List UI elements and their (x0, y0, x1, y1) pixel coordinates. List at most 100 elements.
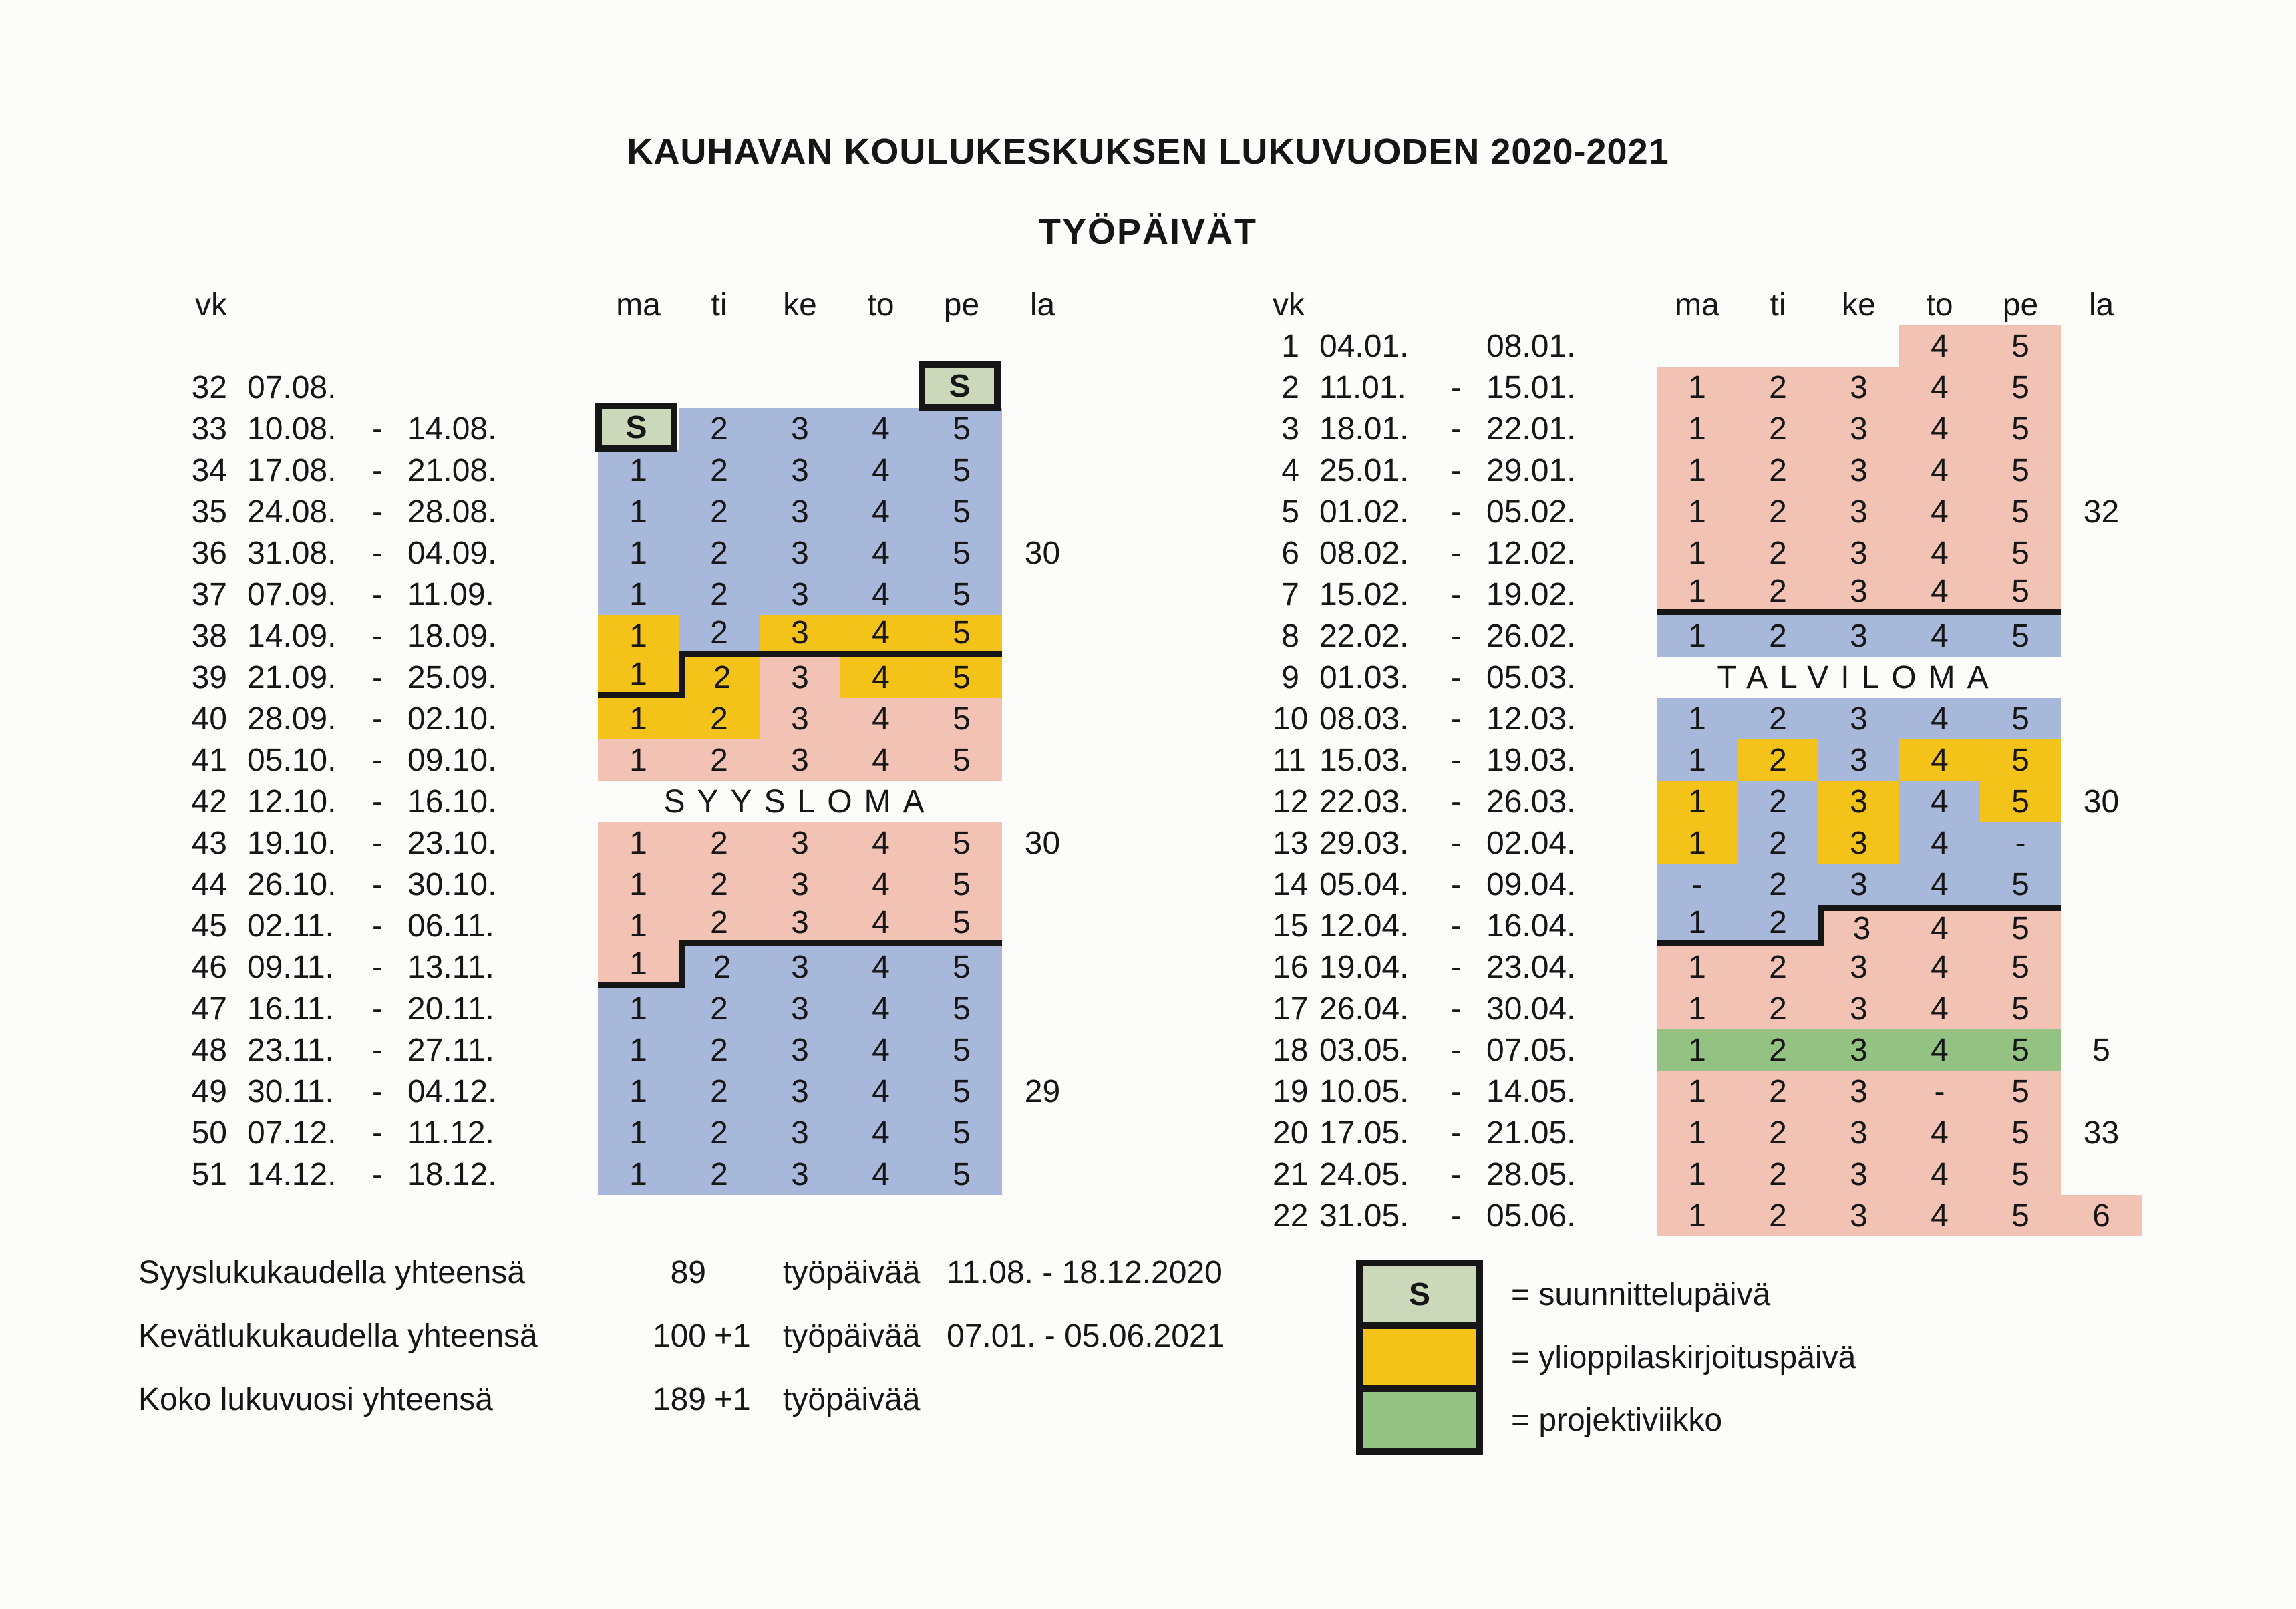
day-cell: 2 (679, 408, 760, 450)
day-header-pe: pe (2002, 287, 2039, 323)
week-number: 17 (1273, 991, 1309, 1027)
date-end: 12.03. (1486, 701, 1576, 737)
day-cell: 4 (840, 657, 921, 698)
day-cell: 4 (1899, 574, 1980, 615)
date-end: 02.10. (407, 701, 497, 737)
date-end: 13.11. (407, 949, 494, 985)
day-cell: 4 (840, 822, 921, 864)
week-column-header: vk (195, 287, 227, 323)
day-cell: 5 (1980, 367, 2061, 408)
day-cell: 2 (679, 657, 760, 698)
day-cell: 3 (1818, 739, 1899, 781)
day-cell: 5 (921, 864, 1002, 905)
week-row-1: 1 04.01. 08.01. 4 5 (1273, 325, 2142, 367)
day-cell: 2 (679, 532, 760, 574)
day-cell: 3 (1818, 1112, 1899, 1153)
date-dash: - (1451, 783, 1462, 820)
date-end: 15.01. (1486, 369, 1576, 405)
date-dash: - (1451, 1198, 1462, 1234)
day-cell: 5 (921, 657, 1002, 698)
week-row-10: 10 08.03. -12.03. 1 2 3 4 5 (1273, 698, 2142, 739)
date-start: 08.02. (1319, 535, 1409, 571)
day-header-to: to (867, 287, 894, 323)
summary-unit: työpäivää (783, 1318, 921, 1354)
date-end: 09.10. (407, 742, 497, 778)
day-cell: 5 (921, 574, 1002, 615)
day-cell: 1 (598, 574, 679, 615)
day-cell: 3 (760, 532, 840, 574)
date-dash: - (372, 1032, 383, 1068)
day-cell: 5 (1980, 408, 2061, 450)
week-number: 51 (191, 1156, 227, 1192)
day-cell: 2 (1738, 822, 1818, 864)
summary-value: 89 (670, 1255, 706, 1290)
week-number: 5 (1281, 494, 1299, 530)
date-start: 28.09. (247, 701, 337, 737)
day-cell: 4 (1899, 325, 1980, 367)
date-dash: - (1451, 866, 1462, 902)
week-number: 21 (1273, 1156, 1309, 1192)
day-cell: 3 (760, 698, 840, 739)
day-cell: 30 (1024, 825, 1061, 861)
day-cell: 2 (679, 822, 760, 864)
week-number: 15 (1273, 908, 1309, 944)
date-end: 05.06. (1486, 1198, 1576, 1234)
day-cell: 4 (840, 574, 921, 615)
day-cell: 3 (1818, 946, 1899, 988)
day-cell: 3 (760, 1029, 840, 1071)
week-row-6: 6 08.02. -12.02. 1 2 3 4 5 (1273, 532, 2142, 574)
week-row-5: 5 01.02. -05.02. 1 2 3 4 5 32 (1273, 491, 2142, 532)
summary-label: Kevätlukukaudella yhteensä (138, 1318, 538, 1354)
day-cell: 1 (598, 822, 679, 864)
week-number: 44 (191, 866, 227, 902)
day-cell-empty (1002, 450, 1083, 491)
day-cell: 1 (1657, 988, 1738, 1029)
day-cell-empty (1002, 408, 1083, 450)
day-cell: 4 (1899, 450, 1980, 491)
date-start: 29.03. (1319, 825, 1409, 861)
week-number: 50 (191, 1115, 227, 1151)
week-row-33: 33 10.08. -14.08. S 2 3 4 5 (180, 403, 1083, 452)
day-cell: 3 (1818, 408, 1899, 450)
day-cell: 2 (1738, 946, 1818, 988)
week-row-42: 42 12.10. -16.10. SYYSLOMA (180, 781, 1083, 822)
date-dash: - (1451, 949, 1462, 985)
day-cell: 5 (1980, 1029, 2061, 1071)
day-cell: 3 (760, 491, 840, 532)
date-end: 02.04. (1486, 825, 1576, 861)
date-dash: - (1451, 452, 1462, 488)
day-cell: 1 (598, 1112, 679, 1153)
day-cell: 4 (840, 905, 921, 946)
day-cell: 2 (679, 946, 760, 988)
day-cell: 3 (1818, 864, 1899, 905)
day-cell: 2 (1738, 988, 1818, 1029)
day-cell-empty (2061, 1153, 2142, 1195)
week-number: 33 (191, 411, 227, 447)
date-end: 26.03. (1486, 783, 1576, 820)
day-cell-empty (2061, 946, 2142, 988)
day-cell-empty (1002, 698, 1083, 739)
day-cell-empty (1738, 325, 1818, 367)
date-end: 22.01. (1486, 411, 1576, 447)
date-end: 08.01. (1486, 328, 1576, 364)
day-cell-empty (2061, 822, 2142, 864)
week-number: 46 (191, 949, 227, 985)
legend-item: = projektiviikko (1356, 1385, 1856, 1455)
date-dash: - (1451, 369, 1462, 405)
day-cell: 5 (1980, 905, 2061, 946)
day-cell: 4 (840, 946, 921, 988)
date-start: 15.02. (1319, 576, 1409, 612)
date-dash: - (1451, 659, 1462, 695)
date-dash: - (372, 742, 383, 778)
date-start: 22.02. (1319, 618, 1409, 654)
day-cell: 4 (1899, 781, 1980, 822)
date-start: 10.08. (247, 411, 337, 447)
day-cell: 1 (1657, 408, 1738, 450)
day-cell: 1 (598, 1153, 679, 1195)
day-cell: 2 (679, 1112, 760, 1153)
week-row-32: 32 07.08. S (180, 361, 1083, 411)
day-cell: 3 (1818, 698, 1899, 739)
week-row-37: 37 07.09. -11.09. 1 2 3 4 5 (180, 574, 1083, 615)
week-row-9: 9 01.03. -05.03. TALVILOMA (1273, 657, 2142, 698)
legend-label: = suunnittelupäivä (1511, 1276, 1771, 1312)
